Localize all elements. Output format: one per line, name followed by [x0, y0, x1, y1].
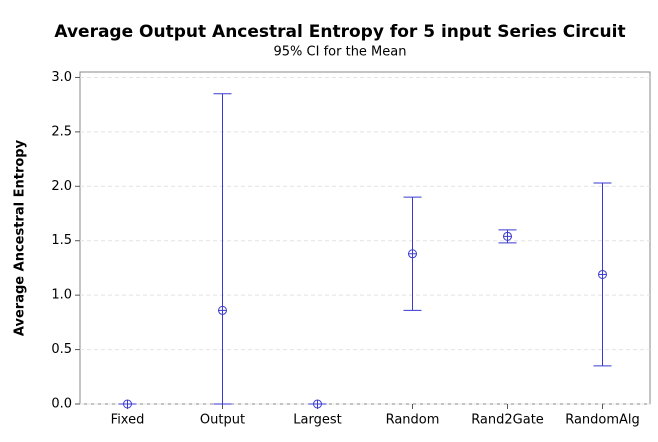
x-tick-label: Rand2Gate [471, 413, 544, 428]
y-axis-label: Average Ancestral Entropy [13, 139, 28, 336]
y-tick-label: 1.0 [51, 288, 72, 303]
y-tick-label: 0.0 [51, 397, 72, 412]
x-tick-label: Output [200, 413, 245, 428]
x-tick-label: Largest [293, 413, 341, 428]
y-tick-label: 2.5 [51, 124, 72, 139]
plot-frame [79, 71, 651, 405]
chart-subtitle: 95% CI for the Mean [274, 45, 407, 60]
y-tick-label: 0.5 [51, 342, 72, 357]
y-tick-label: 1.5 [51, 233, 72, 248]
x-tick-label: RandomAlg [565, 413, 640, 428]
x-tick-label: Fixed [111, 413, 145, 428]
y-tick-label: 2.0 [51, 179, 72, 194]
x-tick-label: Random [386, 413, 440, 428]
chart-title: Average Output Ancestral Entropy for 5 i… [54, 22, 625, 42]
y-tick-label: 3.0 [51, 70, 72, 85]
